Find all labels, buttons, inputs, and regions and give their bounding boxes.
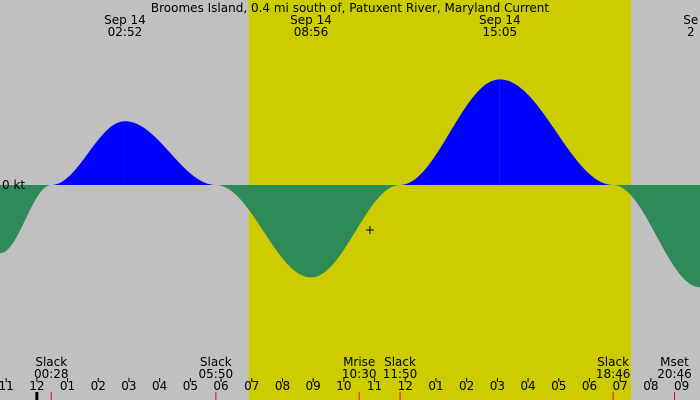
hour-tick-label: 05 bbox=[551, 379, 566, 393]
hour-tick-label: 08 bbox=[643, 379, 658, 393]
hour-tick-label: 11 bbox=[367, 379, 382, 393]
hour-tick-label: 08 bbox=[275, 379, 290, 393]
hour-tick-label: 01 bbox=[60, 379, 75, 393]
current-curve bbox=[0, 79, 700, 288]
hour-tick-label: 10 bbox=[336, 379, 351, 393]
peak-date-label: Sep 14 bbox=[479, 13, 521, 27]
flood-segment bbox=[499, 79, 614, 185]
hour-tick-label: 09 bbox=[674, 379, 689, 393]
peak-time-label: 15:05 bbox=[483, 25, 518, 39]
moon-event-time-label: 10:30 bbox=[342, 367, 377, 381]
hour-tick-label: 02 bbox=[459, 379, 474, 393]
hour-tick-label: 01 bbox=[428, 379, 443, 393]
slack-label: Slack bbox=[35, 355, 67, 369]
slack-time-label: 00:28 bbox=[34, 367, 69, 381]
hour-tick-label: 07 bbox=[613, 379, 628, 393]
slack-label: Slack bbox=[384, 355, 416, 369]
moon-event-time-label: 20:46 bbox=[657, 367, 692, 381]
midnight-marker bbox=[35, 392, 39, 400]
hour-tick-label: 11 bbox=[0, 379, 14, 393]
hour-tick-label: 12 bbox=[398, 379, 413, 393]
peak-date-label: Sep 14 bbox=[104, 13, 146, 27]
hour-tick-label: 02 bbox=[91, 379, 106, 393]
moon-event-label: Mset bbox=[660, 355, 689, 369]
hour-tick-label: 07 bbox=[244, 379, 259, 393]
slack-time-label: 18:46 bbox=[596, 367, 631, 381]
hour-tick-label: 04 bbox=[152, 379, 167, 393]
zero-kt-label: 0 kt bbox=[2, 178, 25, 192]
peak-date-label: Sep 14 bbox=[290, 13, 332, 27]
moon-event-label: Mrise bbox=[343, 355, 375, 369]
hour-tick-label: 03 bbox=[121, 379, 136, 393]
ebb-segment bbox=[613, 185, 700, 288]
chart-labels: Broomes Island, 0.4 mi south of, Patuxen… bbox=[2, 1, 698, 381]
slack-label: Slack bbox=[200, 355, 232, 369]
hour-tick-label: 06 bbox=[213, 379, 228, 393]
slack-time-label: 11:50 bbox=[383, 367, 418, 381]
hour-tick-label: 05 bbox=[183, 379, 198, 393]
chart-title: Broomes Island, 0.4 mi south of, Patuxen… bbox=[151, 1, 549, 15]
peak-time-label: 08:56 bbox=[294, 25, 329, 39]
flood-segment bbox=[400, 79, 500, 185]
hour-tick-label: 06 bbox=[582, 379, 597, 393]
peak-date-label: Se bbox=[683, 13, 698, 27]
hour-tick-label: 12 bbox=[29, 379, 44, 393]
hour-tick-label: 03 bbox=[490, 379, 505, 393]
ebb-segment bbox=[0, 185, 52, 254]
hour-tick-label: 09 bbox=[306, 379, 321, 393]
slack-time-label: 05:50 bbox=[199, 367, 234, 381]
ebb-segment bbox=[215, 185, 312, 278]
slack-label: Slack bbox=[597, 355, 629, 369]
flood-segment bbox=[124, 121, 216, 185]
peak-time-label: 2 bbox=[687, 25, 695, 39]
flood-segment bbox=[51, 121, 125, 185]
peak-time-label: 02:52 bbox=[108, 25, 143, 39]
hour-axis: 11 12 01 02 03 04 05 06 07 08 09 10 11 12 01 02 03 04 05 06… bbox=[0, 378, 689, 400]
hour-tick-label: 04 bbox=[520, 379, 535, 393]
ebb-segment bbox=[311, 185, 401, 278]
